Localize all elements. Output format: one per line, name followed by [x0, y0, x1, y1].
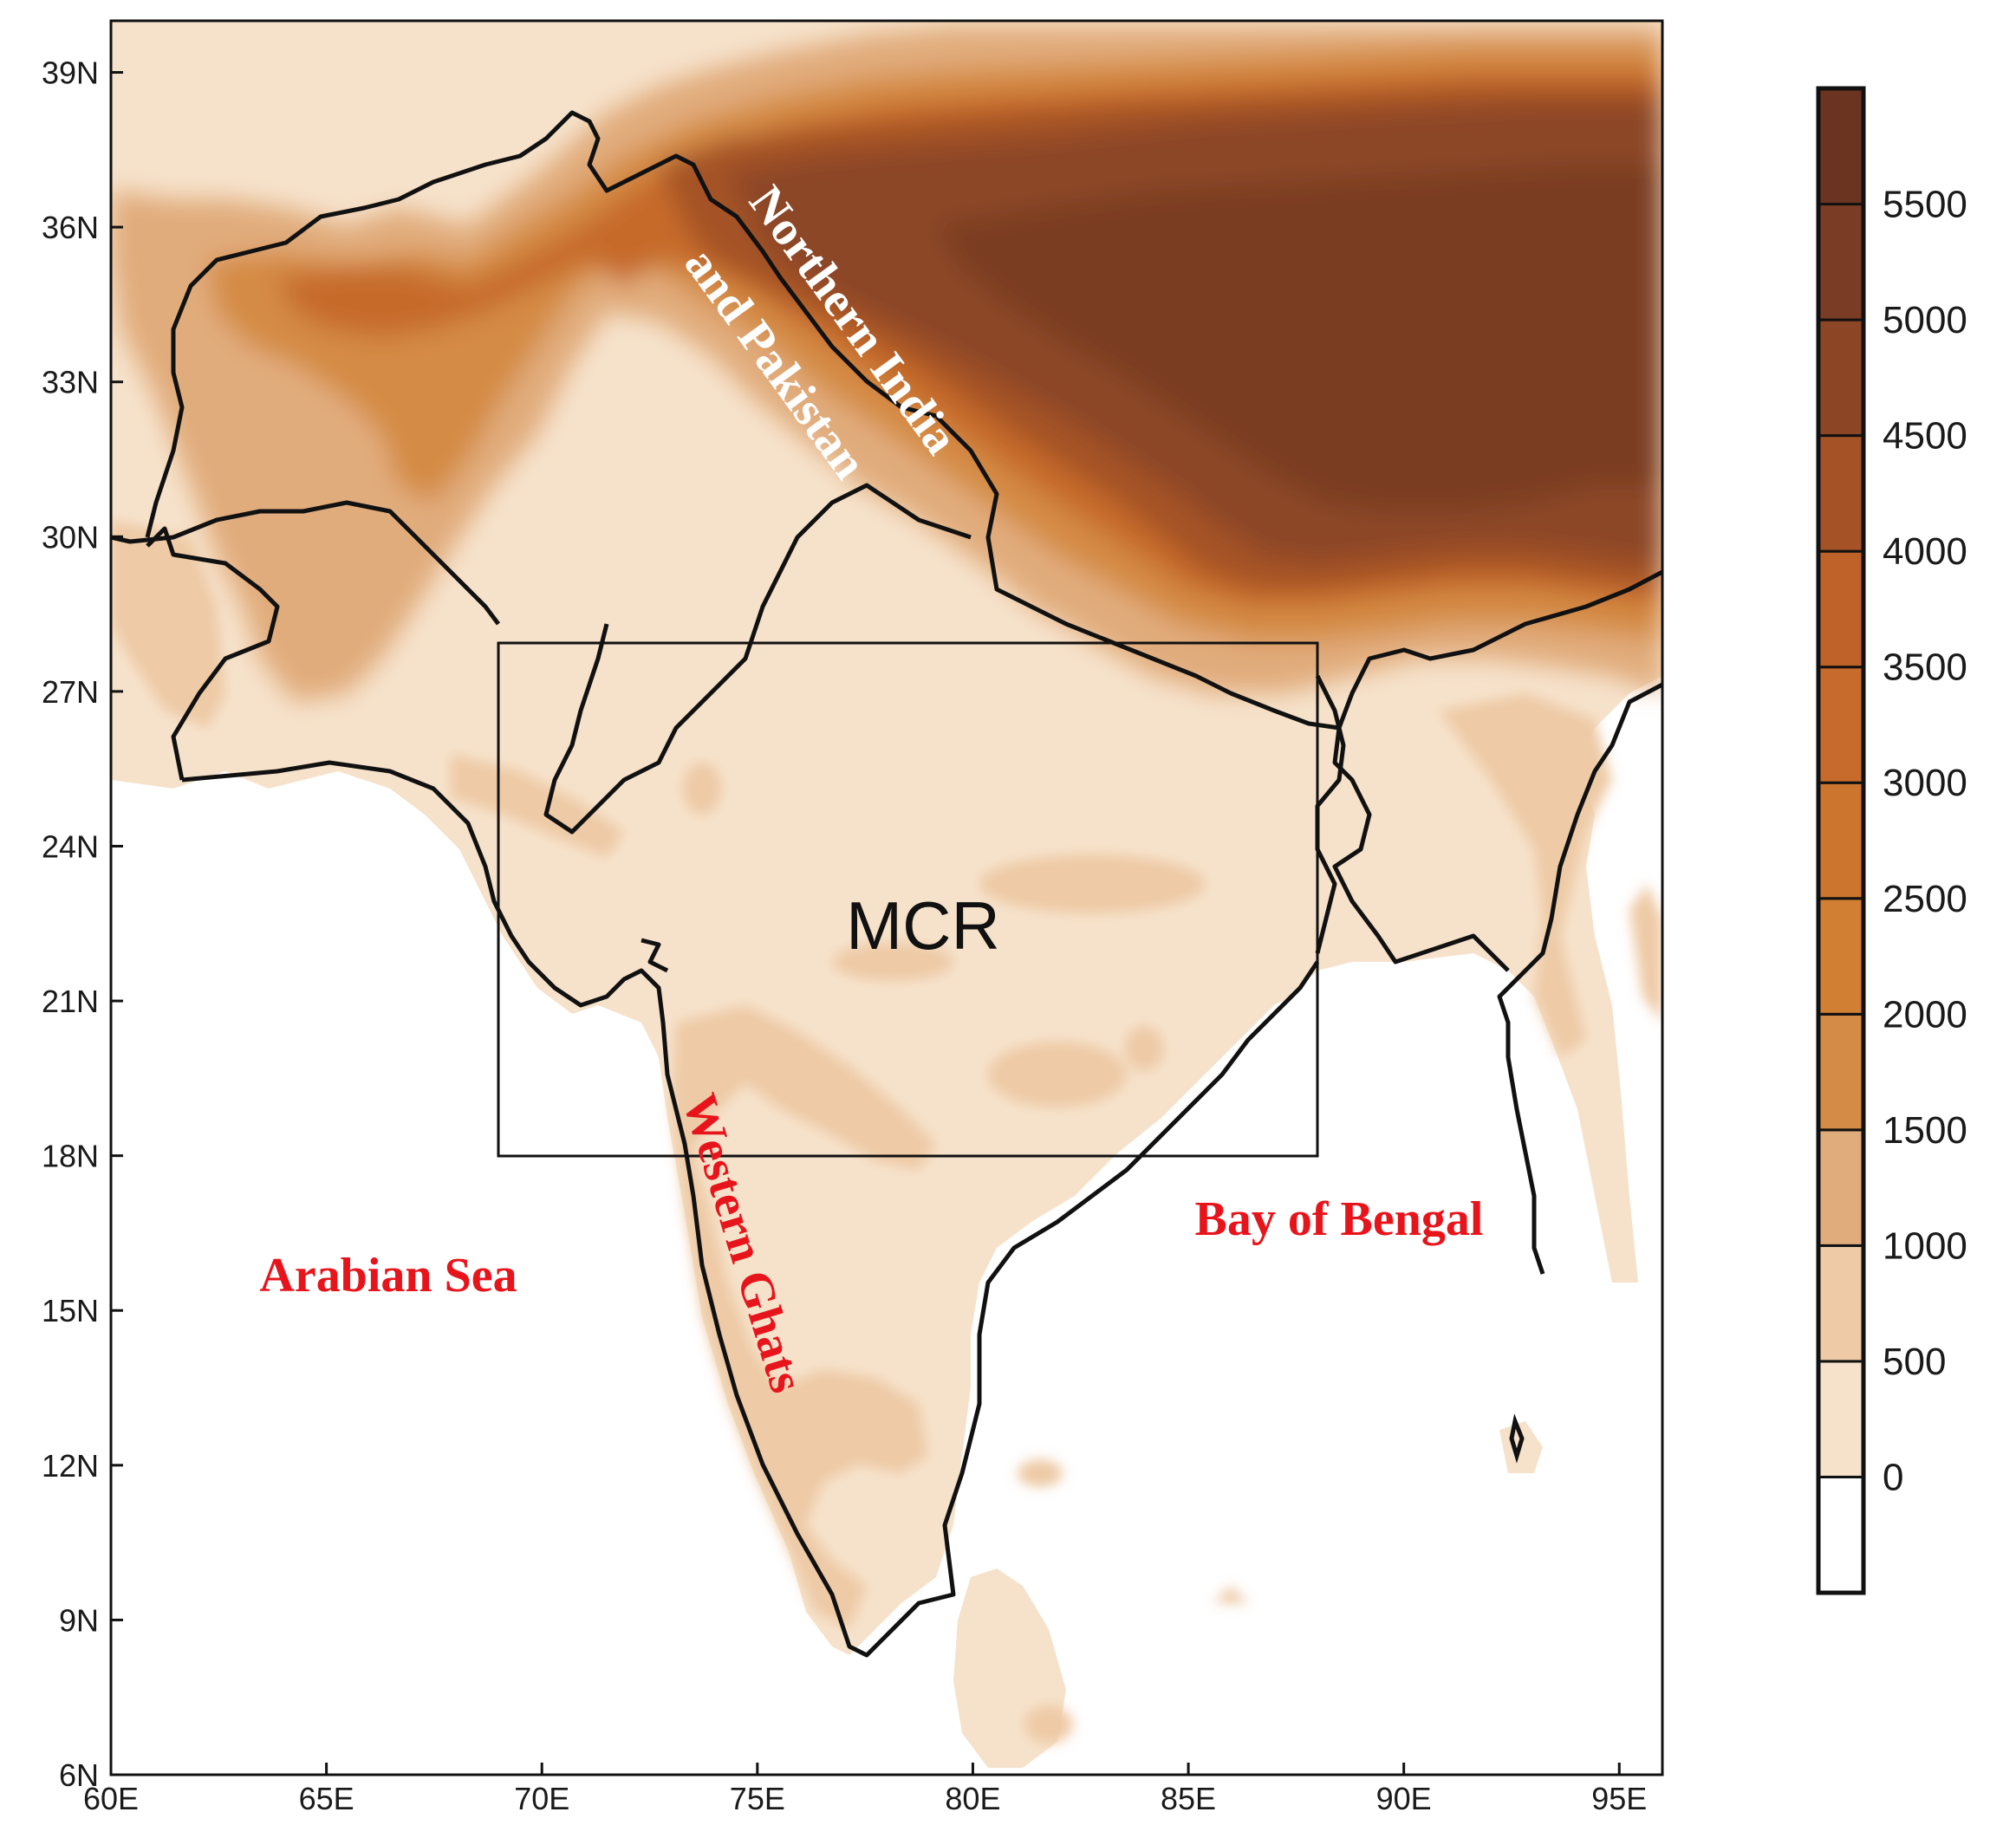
- arabian-sea-label: Arabian Sea: [259, 1249, 517, 1302]
- colorbar-swatch: [1817, 666, 1865, 784]
- colorbar-label: 1000: [1883, 1224, 1967, 1267]
- colorbar-label: 4500: [1883, 415, 1967, 458]
- andaman-islands: [1509, 1413, 1525, 1464]
- x-tick-label: 80E: [945, 1781, 1000, 1816]
- y-tick-label: 27N: [42, 674, 99, 710]
- colorbar-swatch: [1817, 434, 1865, 553]
- highland-elevation: [111, 26, 1662, 702]
- colorbar-label: 1500: [1883, 1109, 1967, 1152]
- colorbar-swatch: [1817, 1012, 1865, 1132]
- y-tick-label: 39N: [42, 55, 99, 91]
- colorbar-swatch: [1817, 87, 1865, 206]
- colorbar-swatch: [1817, 781, 1865, 900]
- colorbar-swatch: [1817, 897, 1865, 1016]
- y-tick-label: 36N: [42, 210, 99, 245]
- colorbar-label: 500: [1883, 1341, 1946, 1383]
- y-tick-label: 33N: [42, 365, 99, 400]
- colorbar-label: 2000: [1883, 993, 1967, 1036]
- country-boundaries: [111, 110, 1662, 1658]
- y-tick-label: 12N: [42, 1448, 99, 1484]
- colorbar-label: 3000: [1883, 762, 1967, 804]
- y-tick-label: 9N: [59, 1602, 99, 1638]
- colorbar-label: 2500: [1883, 878, 1967, 920]
- colorbar-label: 3500: [1883, 646, 1967, 689]
- x-tick-label: 95E: [1591, 1781, 1647, 1816]
- mcr-box: [497, 641, 1319, 1158]
- y-tick-label: 6N: [59, 1757, 99, 1793]
- colorbar-label: 5500: [1883, 184, 1967, 226]
- colorbar-frame: [1816, 86, 1866, 1595]
- x-tick-label: 85E: [1161, 1781, 1216, 1816]
- y-tick-label: 15N: [42, 1293, 99, 1328]
- colorbar-label: 0: [1883, 1456, 1903, 1498]
- x-tick-label: 60E: [83, 1781, 139, 1816]
- y-tick-label: 21N: [42, 984, 99, 1019]
- colorbar-swatch: [1817, 318, 1865, 438]
- colorbar-swatch: [1817, 549, 1865, 669]
- colorbar: 0 500 1000 1500 2000 2500 3000 3500 4000 4500 5000…: [1816, 86, 1967, 1595]
- y-tick-label: 24N: [42, 828, 99, 864]
- x-tick-label: 90E: [1376, 1781, 1432, 1816]
- y-tick-label: 18N: [42, 1139, 99, 1174]
- y-tick-label: 30N: [42, 519, 99, 555]
- colorbar-swatch: [1817, 1360, 1865, 1478]
- x-axis: 60E 65E 70E 75E 80E 85E 90E 95E: [83, 1763, 1647, 1816]
- mcr-label: MCR: [846, 887, 1000, 964]
- colorbar-label: 4000: [1883, 530, 1967, 573]
- x-tick-label: 70E: [514, 1781, 569, 1816]
- colorbar-label: 5000: [1883, 299, 1967, 341]
- colorbar-swatch: [1817, 1475, 1865, 1594]
- y-axis: 6N 9N 12N 15N 18N 21N 24N 27N 30N 33N 36N 39N: [42, 55, 123, 1793]
- bay-of-bengal-label: Bay of Bengal: [1195, 1192, 1484, 1246]
- colorbar-swatch: [1817, 203, 1865, 321]
- colorbar-swatch: [1817, 1244, 1865, 1363]
- elevation-500-1000: [111, 520, 1662, 1744]
- x-tick-label: 65E: [299, 1781, 354, 1816]
- colorbar-swatch: [1817, 1128, 1865, 1247]
- plot-frame: [109, 19, 1664, 1776]
- plot-area: MCR Arabian Sea Bay of Bengal Western Gh…: [111, 21, 1662, 1775]
- x-tick-label: 75E: [730, 1781, 785, 1816]
